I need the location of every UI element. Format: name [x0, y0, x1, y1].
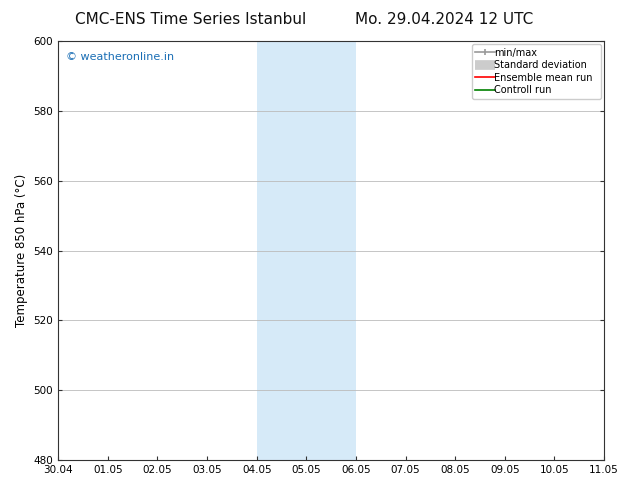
Text: © weatheronline.in: © weatheronline.in — [67, 51, 174, 62]
Text: CMC-ENS Time Series Istanbul: CMC-ENS Time Series Istanbul — [75, 12, 306, 27]
Bar — [604, 41, 629, 460]
Bar — [306, 41, 356, 460]
Bar — [257, 41, 306, 460]
Text: Mo. 29.04.2024 12 UTC: Mo. 29.04.2024 12 UTC — [354, 12, 533, 27]
Legend: min/max, Standard deviation, Ensemble mean run, Controll run: min/max, Standard deviation, Ensemble me… — [472, 44, 601, 99]
Y-axis label: Temperature 850 hPa (°C): Temperature 850 hPa (°C) — [15, 174, 28, 327]
